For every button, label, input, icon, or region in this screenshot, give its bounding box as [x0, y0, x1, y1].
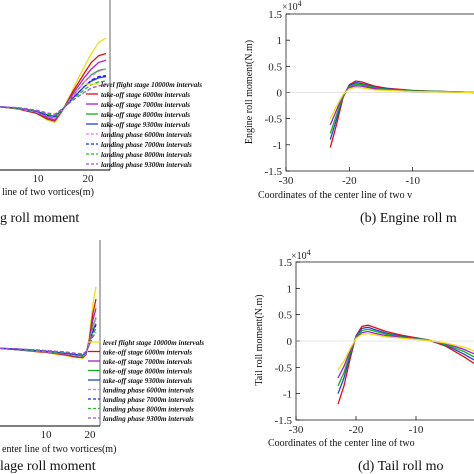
panel-d: ×104 1.5 1 0.5 0 -0.5 -1 -1.5-30 -20 -10 Tail ro…: [254, 248, 474, 474]
legend-entry: landing phase 9300m intervals: [101, 161, 192, 169]
series-line: [0, 68, 107, 120]
legend-entry: landing phase 6000m intervals: [101, 131, 192, 139]
panel-d-ylabel: Tail roll moment(N.m): [254, 294, 265, 385]
legend-entry: landing phase 7000m intervals: [101, 141, 192, 149]
series-line: [0, 83, 107, 115]
y-tick-label: -1.5: [275, 415, 293, 427]
panel-c-legend: level flight stage 10000m intervals take-…: [88, 339, 204, 423]
panel-b-series: [329, 80, 474, 148]
panel-c-xtick: 20: [85, 429, 97, 441]
legend-entry: take-off stage 9300m intervals: [103, 377, 192, 385]
series-line: [0, 52, 107, 122]
series-line: [0, 80, 107, 117]
panel-a-xtick: 20: [83, 173, 95, 185]
series-line: [0, 75, 107, 118]
y-tick-label: 0.5: [268, 61, 282, 73]
panel-b-caption: (b) Engine roll m: [360, 211, 457, 226]
y-tick-label: 1: [277, 35, 283, 47]
panel-d-caption: (d) Tail roll mo: [358, 459, 443, 474]
panel-b-xlabel: Coordinates of the center line of two v: [258, 190, 412, 201]
panel-c-caption: lage roll moment: [0, 459, 96, 474]
panel-a: 10 20 line of two vortices(m) level flig…: [0, 0, 202, 226]
panel-b-ticks: 1.5 1 0.5 0 -0.5 -1 -1.5-30 -20 -10: [265, 9, 474, 187]
y-tick-label: -0.5: [265, 114, 283, 126]
series-line: [329, 86, 474, 119]
panel-a-series: [0, 37, 107, 124]
legend-entry: take-off stage 7000m intervals: [103, 358, 192, 366]
panel-b-ylabel: Engine roll moment(N.m): [244, 40, 255, 144]
panel-c-series: [0, 286, 97, 359]
y-tick-label: -1: [283, 389, 292, 401]
legend-entry: take-off stage 7000m intervals: [101, 101, 190, 109]
panel-a-legend: level flight stage 10000m intervals take-…: [86, 81, 202, 169]
y-tick-label: 0: [277, 88, 283, 100]
series-line: [0, 331, 97, 355]
series-line: [0, 286, 97, 359]
x-tick-label: -10: [409, 424, 424, 436]
panel-d-series: [337, 324, 474, 405]
series-line: [0, 75, 107, 118]
panel-b: ×104 1.5 1 0.5 0 -0.5 -1 -1.5-30 -20 -10 Engine …: [244, 0, 474, 226]
y-tick-label: -1: [273, 140, 282, 152]
panel-a-xtick: 10: [33, 173, 45, 185]
x-tick-label: -30: [289, 424, 304, 436]
x-tick-label: -20: [349, 424, 364, 436]
y-tick-label: 1.5: [278, 257, 292, 269]
legend-entry: landing phase 6000m intervals: [103, 387, 194, 395]
legend-entry: level flight stage 10000m intervals: [103, 339, 204, 347]
series-line: [0, 59, 107, 121]
panel-d-multiplier: ×104: [291, 248, 311, 262]
legend-entry: level flight stage 10000m intervals: [101, 81, 202, 89]
legend-entry: landing phase 9300m intervals: [103, 415, 194, 423]
series-line: [337, 332, 474, 371]
legend-entry: take-off stage 8000m intervals: [101, 111, 190, 119]
panel-d-xlabel: Coordinates of the center line of two: [268, 438, 415, 449]
legend-entry: landing phase 8000m intervals: [101, 151, 192, 159]
legend-entry: take-off stage 9300m intervals: [101, 121, 190, 129]
y-tick-label: 0.5: [278, 310, 292, 322]
series-line: [0, 37, 107, 124]
panel-a-caption: g roll moment: [0, 211, 79, 226]
legend-entry: landing phase 7000m intervals: [103, 396, 194, 404]
legend-entry: take-off stage 6000m intervals: [101, 91, 190, 99]
y-tick-label: -1.5: [265, 166, 283, 178]
panel-c: 10 20 enter line of two vortices(m) leve…: [0, 240, 204, 474]
legend-entry: take-off stage 8000m intervals: [103, 368, 192, 376]
series-line: [337, 324, 474, 405]
panel-b-multiplier: ×104: [282, 0, 302, 13]
legend-entry: landing phase 8000m intervals: [103, 406, 194, 414]
series-line: [337, 328, 474, 387]
y-tick-label: 1.5: [268, 9, 282, 21]
panel-c-xlabel: enter line of two vortices(m): [2, 444, 116, 455]
panel-a-xlabel: line of two vortices(m): [2, 187, 94, 198]
y-tick-label: -0.5: [275, 362, 293, 374]
x-tick-label: -30: [279, 175, 294, 187]
x-tick-label: -10: [405, 175, 420, 187]
y-tick-label: 0: [287, 336, 293, 348]
y-tick-label: 1: [287, 283, 293, 295]
legend-entry: take-off stage 6000m intervals: [103, 349, 192, 357]
panel-d-ticks: 1.5 1 0.5 0 -0.5 -1 -1.5-30 -20 -10: [275, 257, 474, 436]
panel-c-xtick: 10: [41, 429, 53, 441]
x-tick-label: -20: [342, 175, 357, 187]
